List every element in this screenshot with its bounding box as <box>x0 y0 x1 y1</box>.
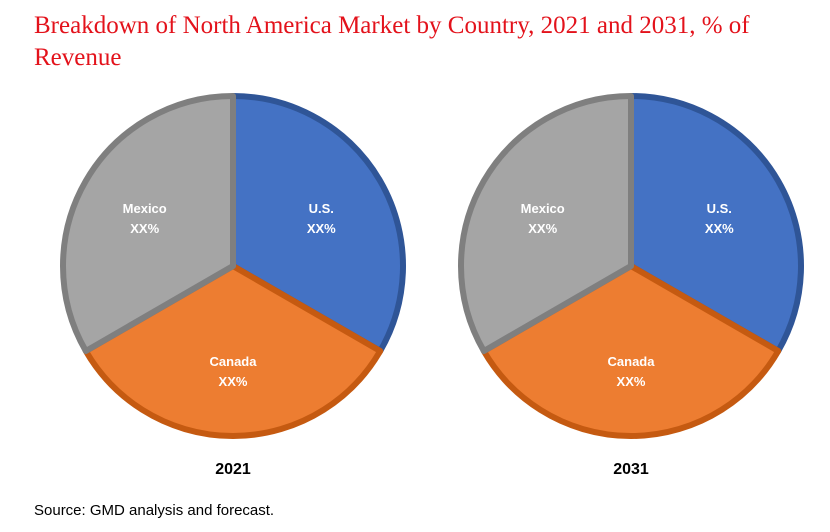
pie-charts: U.S. XX% Canada XX% Mexico XX% 2021 U.S. XX% Cana… <box>60 93 804 478</box>
pie-2031-label-canada: Canada <box>608 354 656 369</box>
pie-2021-year-label: 2021 <box>215 461 251 478</box>
pie-2021-slice-canada <box>82 263 384 439</box>
pie-2031-slice-canada <box>480 263 782 439</box>
pie-2021-label-canada: Canada <box>210 354 258 369</box>
pie-2021: U.S. XX% Canada XX% Mexico XX% 2021 <box>60 93 406 478</box>
pie-2031: U.S. XX% Canada XX% Mexico XX% 2031 <box>458 93 804 478</box>
pie-2021-label-us: U.S. <box>309 201 334 216</box>
pie-2031-value-us: XX% <box>705 221 734 236</box>
pie-2021-value-canada: XX% <box>219 374 248 389</box>
pie-2021-value-us: XX% <box>307 221 336 236</box>
source-note: Source: GMD analysis and forecast. <box>34 502 275 519</box>
pie-2021-label-mexico: Mexico <box>123 201 167 216</box>
pie-2021-slice-mexico <box>60 93 236 355</box>
pie-2021-value-mexico: XX% <box>130 221 159 236</box>
chart-title: Breakdown of North America Market by Cou… <box>34 12 750 71</box>
pie-2031-value-canada: XX% <box>617 374 646 389</box>
pie-2031-slice-mexico <box>458 93 634 355</box>
pie-2031-label-mexico: Mexico <box>521 201 565 216</box>
pie-2031-year-label: 2031 <box>613 461 649 478</box>
pie-2031-value-mexico: XX% <box>528 221 557 236</box>
pie-2031-label-us: U.S. <box>707 201 732 216</box>
